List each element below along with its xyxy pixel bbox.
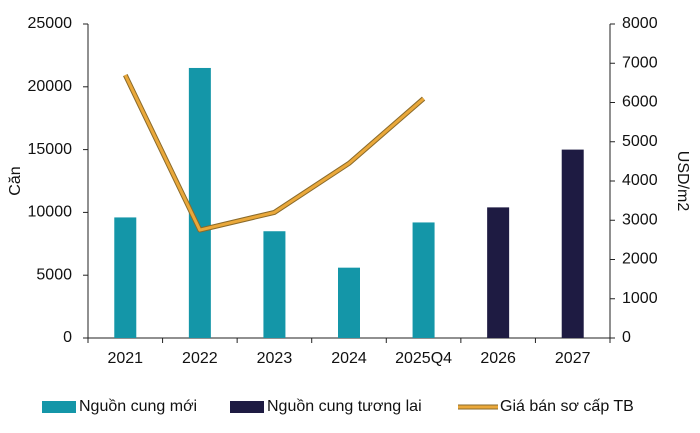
y-tick-label: 20000 [28,78,73,95]
line [123,74,425,232]
y-tick-label: 25000 [28,15,73,32]
x-tick-label: 2021 [107,350,143,367]
bar [188,67,211,339]
bar [114,217,137,338]
x-tick-label: 2026 [480,350,516,367]
y2-tick-label: 1000 [622,290,658,307]
x-tick-label: 2023 [257,350,293,367]
y-tick-label: 15000 [28,141,73,158]
legend-swatch [230,401,264,413]
y2-tick-label: 8000 [622,15,658,32]
y2-tick-label: 0 [622,329,631,346]
y2-axis-label: USD/m2 [674,151,691,212]
bar [412,222,435,338]
y2-tick-label: 5000 [622,133,658,150]
y-tick-label: 5000 [36,266,72,283]
y-tick-label: 10000 [28,204,73,221]
x-tick-label: 2025Q4 [395,350,452,367]
bar [561,149,584,338]
legend-label: Nguồn cung mới [79,398,197,415]
y2-tick-label: 4000 [622,172,658,189]
y2-tick-label: 2000 [622,251,658,268]
x-tick-label: 2024 [331,350,367,367]
bar [487,207,510,338]
bar [263,231,286,338]
y2-tick-label: 7000 [622,54,658,71]
y2-tick-label: 3000 [622,211,658,228]
y2-tick-label: 6000 [622,94,658,111]
x-tick-label: 2022 [182,350,218,367]
y-tick-label: 0 [63,329,72,346]
line-outline [123,73,426,233]
legend-swatch [42,401,76,413]
legend-label: Giá bán sơ cấp TB [500,398,634,415]
legend-label: Nguồn cung tương lai [267,398,422,415]
bar [338,267,360,338]
y-axis-label: Căn [7,166,24,195]
x-tick-label: 2027 [555,350,591,367]
